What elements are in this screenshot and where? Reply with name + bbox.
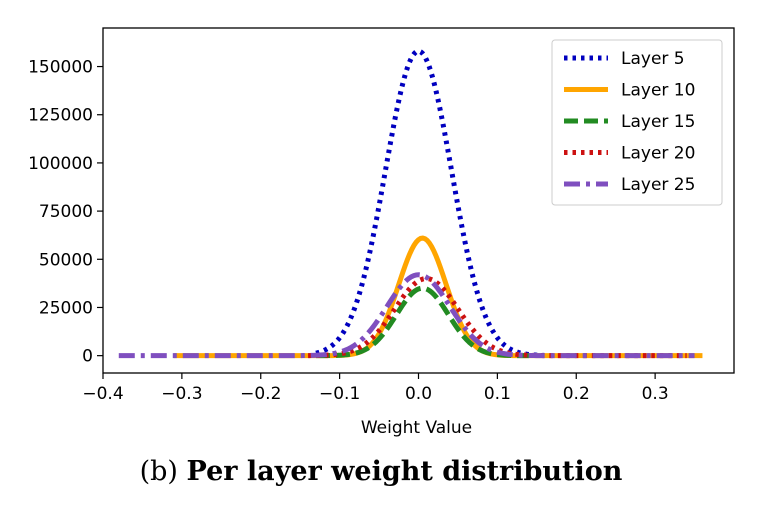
series-line-layer-1 — [315, 48, 545, 358]
y-tick-label: 25000 — [39, 298, 93, 318]
legend-label: Layer 5 — [621, 49, 685, 69]
y-tick-label: 50000 — [39, 250, 93, 270]
legend-box — [551, 39, 723, 206]
x-axis-title: Weight Value — [361, 418, 472, 438]
legend: Layer 5 Layer 10 Layer 15 Layer 20 Layer 25 — [551, 39, 723, 206]
chart: −0.4 −0.3 −0.2 −0.1 0.0 0.1 0.2 0.3 0 25000 50000… — [28, 27, 735, 438]
series-line-layer-5 — [118, 272, 695, 359]
x-axis: −0.4 −0.3 −0.2 −0.1 0.0 0.1 0.2 0.3 — [82, 373, 669, 404]
x-tick-label: 0.0 — [405, 384, 432, 404]
y-axis: 0 25000 50000 75000 100000 125000 150000 — [28, 58, 103, 367]
legend-label: Layer 25 — [621, 175, 695, 195]
y-tick-label: 125000 — [28, 106, 93, 126]
y-tick-label: 0 — [82, 347, 93, 367]
x-tick-label: −0.4 — [82, 384, 123, 404]
x-tick-label: −0.1 — [319, 384, 360, 404]
caption-prefix: (b) — [139, 456, 178, 487]
y-tick-label: 75000 — [39, 202, 93, 222]
legend-label: Layer 10 — [621, 81, 695, 101]
x-tick-label: −0.2 — [240, 384, 281, 404]
series-line-layer-3 — [315, 285, 529, 359]
figure-caption: (b) Per layer weight distribution — [0, 456, 762, 487]
y-tick-label: 100000 — [28, 154, 93, 174]
x-tick-label: 0.1 — [484, 384, 511, 404]
x-tick-label: −0.3 — [161, 384, 202, 404]
caption-title: Per layer weight distribution — [186, 456, 623, 487]
y-tick-label: 150000 — [28, 58, 93, 78]
plot-area — [118, 48, 703, 359]
x-tick-label: 0.3 — [642, 384, 669, 404]
legend-label: Layer 15 — [621, 112, 695, 132]
series-line-layer-4 — [308, 276, 687, 359]
x-tick-label: 0.2 — [563, 384, 590, 404]
legend-label: Layer 20 — [621, 144, 695, 164]
